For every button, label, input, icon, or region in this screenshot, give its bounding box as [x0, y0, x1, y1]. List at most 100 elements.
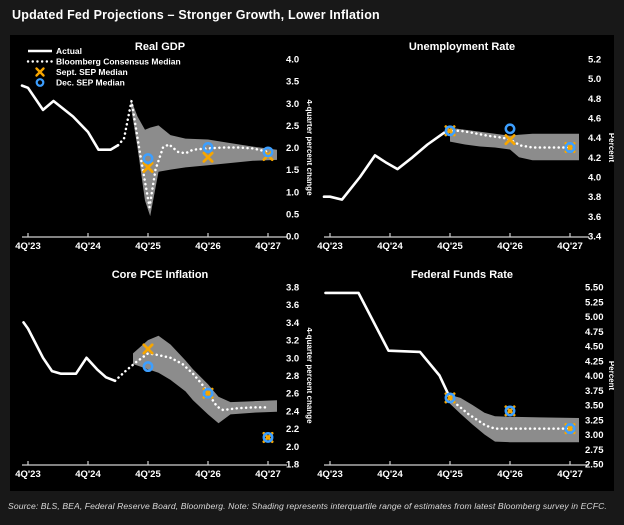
- interquartile-band: [133, 335, 277, 424]
- unemployment-rate-chart-svg: 4Q'23 4Q'24 4Q'25 4Q'26 4Q'27 5.2 5.0 4.8 4.6 4.4…: [317, 41, 616, 252]
- consensus-line: [113, 352, 270, 412]
- y-tick-label: 5.50: [585, 283, 604, 294]
- dec-sep-marker-icon: [142, 361, 154, 373]
- x-tick-label: 4Q'27: [557, 469, 583, 480]
- x-tick-label: 4Q'26: [195, 469, 221, 480]
- dec-sep-marker-icon: [202, 387, 214, 399]
- y-axis-label: 4-quarter percent change: [305, 99, 312, 196]
- actual-line: [324, 291, 452, 400]
- x-tick-label: 4Q'27: [557, 241, 583, 252]
- y-tick-label: 4.75: [585, 327, 604, 338]
- x-tick-label: 4Q'25: [135, 469, 161, 480]
- core-pce-inflation-chart-svg: 4Q'23 4Q'24 4Q'25 4Q'26 4Q'27 3.8 3.6 3.4 3.2 3.0…: [15, 269, 314, 480]
- actual-line: [22, 321, 117, 383]
- dec-sep-marker-icon: [262, 146, 274, 158]
- y-tick-labels: 3.8 3.6 3.4 3.2 3.0 2.8 2.6 2.4 2.2 2.0 1.8: [286, 283, 300, 471]
- chart-core-pce-inflation: 4Q'23 4Q'24 4Q'25 4Q'26 4Q'27 3.8 3.6 3.4 3.2 3.0…: [10, 263, 314, 490]
- y-tick-label: 3.6: [286, 300, 299, 311]
- dec-sep-marker-icon: [504, 123, 516, 135]
- actual-line: [322, 131, 446, 201]
- chart-federal-funds-rate: 4Q'23 4Q'24 4Q'25 4Q'26 4Q'27 5.50 5.25 5.00 4.7…: [312, 263, 616, 490]
- y-tick-label: 3.4: [588, 232, 602, 243]
- interquartile-band: [130, 98, 277, 217]
- legend-label: Actual: [56, 46, 82, 56]
- legend-label: Bloomberg Consensus Median: [56, 57, 181, 67]
- y-tick-label: 1.0: [286, 187, 299, 198]
- y-tick-label: 3.8: [588, 192, 601, 203]
- dec-sep-marker-icon: [444, 392, 456, 404]
- y-tick-label: 0.5: [286, 209, 300, 220]
- x-axis: 4Q'23 4Q'24 4Q'25 4Q'26 4Q'27: [15, 461, 287, 480]
- x-tick-label: 4Q'24: [377, 241, 403, 252]
- x-tick-label: 4Q'23: [15, 469, 41, 480]
- y-tick-label: 4.8: [588, 94, 601, 105]
- y-tick-label: 2.2: [286, 424, 299, 435]
- y-tick-labels: 4.0 3.5 3.0 2.5 2.0 1.5 1.0 0.5 0.0: [286, 55, 300, 243]
- page-title: Updated Fed Projections – Stronger Growt…: [12, 8, 380, 22]
- y-tick-label: 3.6: [588, 212, 601, 223]
- dec-sep-marker-icon: [202, 142, 214, 153]
- legend-label: Dec. SEP Median: [56, 78, 125, 88]
- y-tick-label: 2.0: [286, 143, 299, 154]
- dec-sep-marker-icon: [262, 431, 274, 443]
- x-tick-label: 4Q'25: [135, 241, 161, 252]
- x-tick-label: 4Q'27: [255, 469, 281, 480]
- dec-sep-marker-icon: [444, 125, 456, 137]
- y-axis-label: Percent: [607, 361, 614, 391]
- y-tick-label: 3.50: [585, 401, 604, 412]
- dec-sep-marker-icon: [142, 153, 154, 165]
- x-tick-label: 4Q'26: [497, 469, 523, 480]
- y-tick-label: 4.4: [588, 133, 602, 144]
- x-tick-label: 4Q'25: [437, 469, 463, 480]
- y-tick-label: 5.00: [585, 312, 604, 323]
- interquartile-band: [450, 395, 579, 443]
- y-tick-labels: 5.2 5.0 4.8 4.6 4.4 4.2 4.0 3.8 3.6 3.4: [588, 55, 602, 243]
- chart-subtitle: Federal Funds Rate: [411, 269, 513, 281]
- y-tick-label: 4.2: [588, 153, 601, 164]
- y-tick-label: 3.25: [585, 415, 604, 426]
- y-axis-label: 4-quarter percent change: [305, 327, 312, 424]
- dec-sep-marker-icon: [564, 142, 576, 153]
- dec-sep-marker-icon: [504, 405, 516, 417]
- y-tick-label: 4.50: [585, 342, 604, 353]
- y-tick-label: 5.25: [585, 297, 604, 308]
- y-tick-label: 3.2: [286, 336, 299, 347]
- y-tick-label: 3.5: [286, 77, 300, 88]
- x-tick-label: 4Q'26: [195, 241, 221, 252]
- sept-sep-marker-icon: [142, 343, 154, 355]
- y-tick-label: 4.0: [588, 173, 601, 184]
- sept-sep-marker-icon: [142, 161, 154, 173]
- y-tick-label: 2.6: [286, 389, 299, 400]
- y-tick-label: 4.00: [585, 371, 604, 382]
- real-gdp-chart-svg: 4Q'23 4Q'24 4Q'25 4Q'26 4Q'27 4.0 3.5 3.0 2.5 2.0…: [15, 41, 314, 252]
- x-tick-label: 4Q'24: [377, 469, 403, 480]
- x-tick-label: 4Q'23: [317, 469, 343, 480]
- consensus-line: [442, 129, 572, 149]
- x-tick-label: 4Q'25: [437, 241, 463, 252]
- legend-label: Sept. SEP Median: [56, 67, 128, 77]
- x-tick-label: 4Q'23: [317, 241, 343, 252]
- x-axis: 4Q'23 4Q'24 4Q'25 4Q'26 4Q'27: [317, 461, 589, 480]
- y-tick-label: 5.2: [588, 55, 601, 66]
- consensus-line: [448, 397, 572, 430]
- y-tick-labels: 5.50 5.25 5.00 4.75 4.50 4.25 4.00 3.75 3.50 3.25…: [585, 283, 604, 471]
- y-tick-label: 2.0: [286, 442, 299, 453]
- x-tick-label: 4Q'27: [255, 241, 281, 252]
- y-tick-label: 2.50: [585, 460, 604, 471]
- chart-real-gdp: 4Q'23 4Q'24 4Q'25 4Q'26 4Q'27 4.0 3.5 3.0 2.5 2.0…: [10, 35, 314, 262]
- chart-subtitle: Real GDP: [135, 41, 185, 53]
- x-tick-label: 4Q'24: [75, 469, 101, 480]
- y-tick-label: 2.5: [286, 121, 300, 132]
- y-tick-label: 3.8: [286, 283, 299, 294]
- y-tick-label: 2.8: [286, 371, 299, 382]
- legend-circle-marker-icon: [35, 78, 45, 87]
- y-tick-label: 3.0: [286, 99, 299, 110]
- x-tick-label: 4Q'24: [75, 241, 101, 252]
- y-tick-label: 0.0: [286, 232, 299, 243]
- sept-sep-marker-icon: [504, 134, 516, 146]
- x-axis: 4Q'23 4Q'24 4Q'25 4Q'26 4Q'27: [317, 233, 589, 252]
- x-tick-label: 4Q'23: [15, 241, 41, 252]
- chart-unemployment-rate: 4Q'23 4Q'24 4Q'25 4Q'26 4Q'27 5.2 5.0 4.8 4.6 4.4…: [312, 35, 616, 262]
